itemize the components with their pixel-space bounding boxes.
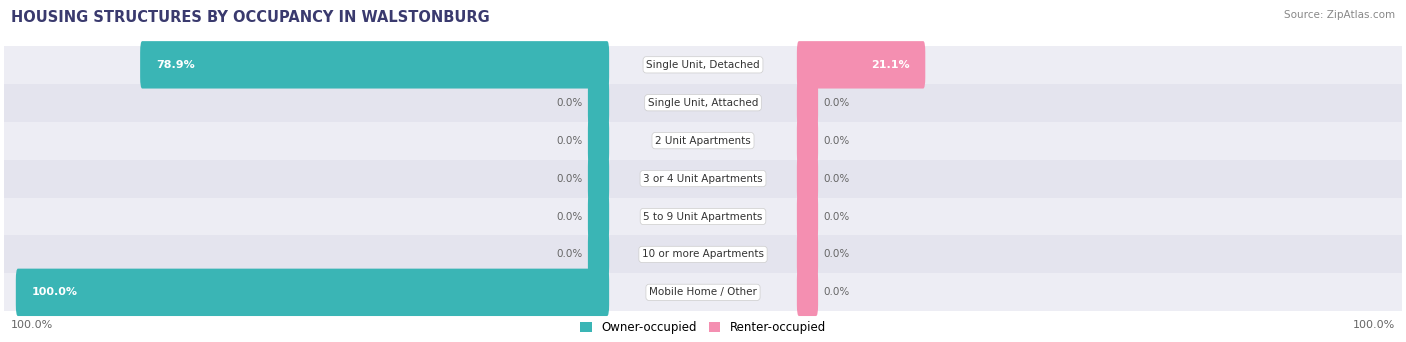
Text: 5 to 9 Unit Apartments: 5 to 9 Unit Apartments (644, 211, 762, 222)
Text: 0.0%: 0.0% (557, 98, 583, 108)
Text: 10 or more Apartments: 10 or more Apartments (643, 249, 763, 260)
Text: 100.0%: 100.0% (31, 287, 77, 297)
Text: 0.0%: 0.0% (823, 174, 849, 184)
Text: Mobile Home / Other: Mobile Home / Other (650, 287, 756, 297)
Text: Source: ZipAtlas.com: Source: ZipAtlas.com (1284, 10, 1395, 20)
FancyBboxPatch shape (797, 193, 818, 240)
Text: 0.0%: 0.0% (823, 211, 849, 222)
Bar (4, 46, 1402, 84)
Text: 3 or 4 Unit Apartments: 3 or 4 Unit Apartments (643, 174, 763, 184)
Text: HOUSING STRUCTURES BY OCCUPANCY IN WALSTONBURG: HOUSING STRUCTURES BY OCCUPANCY IN WALST… (11, 10, 489, 25)
Bar (4, 160, 1402, 198)
Bar (4, 235, 1402, 273)
FancyBboxPatch shape (797, 268, 818, 316)
Text: 78.9%: 78.9% (156, 60, 194, 70)
Text: Single Unit, Detached: Single Unit, Detached (647, 60, 759, 70)
Text: 0.0%: 0.0% (823, 287, 849, 297)
FancyBboxPatch shape (797, 79, 818, 127)
FancyBboxPatch shape (797, 231, 818, 278)
Text: 0.0%: 0.0% (823, 136, 849, 146)
Text: 0.0%: 0.0% (557, 136, 583, 146)
FancyBboxPatch shape (15, 268, 609, 316)
FancyBboxPatch shape (141, 41, 609, 89)
FancyBboxPatch shape (797, 41, 925, 89)
FancyBboxPatch shape (588, 79, 609, 127)
Text: 2 Unit Apartments: 2 Unit Apartments (655, 136, 751, 146)
Bar (4, 84, 1402, 122)
Bar (4, 122, 1402, 160)
Bar (4, 273, 1402, 311)
Text: 21.1%: 21.1% (870, 60, 910, 70)
Text: 0.0%: 0.0% (557, 249, 583, 260)
Legend: Owner-occupied, Renter-occupied: Owner-occupied, Renter-occupied (575, 316, 831, 339)
Text: 0.0%: 0.0% (823, 249, 849, 260)
Text: 100.0%: 100.0% (1353, 319, 1395, 330)
Text: 0.0%: 0.0% (557, 174, 583, 184)
Text: 0.0%: 0.0% (557, 211, 583, 222)
Bar (4, 198, 1402, 235)
Text: 100.0%: 100.0% (11, 319, 53, 330)
FancyBboxPatch shape (797, 155, 818, 202)
FancyBboxPatch shape (797, 117, 818, 165)
FancyBboxPatch shape (588, 231, 609, 278)
FancyBboxPatch shape (588, 155, 609, 202)
FancyBboxPatch shape (588, 193, 609, 240)
FancyBboxPatch shape (588, 117, 609, 165)
Text: Single Unit, Attached: Single Unit, Attached (648, 98, 758, 108)
Text: 0.0%: 0.0% (823, 98, 849, 108)
